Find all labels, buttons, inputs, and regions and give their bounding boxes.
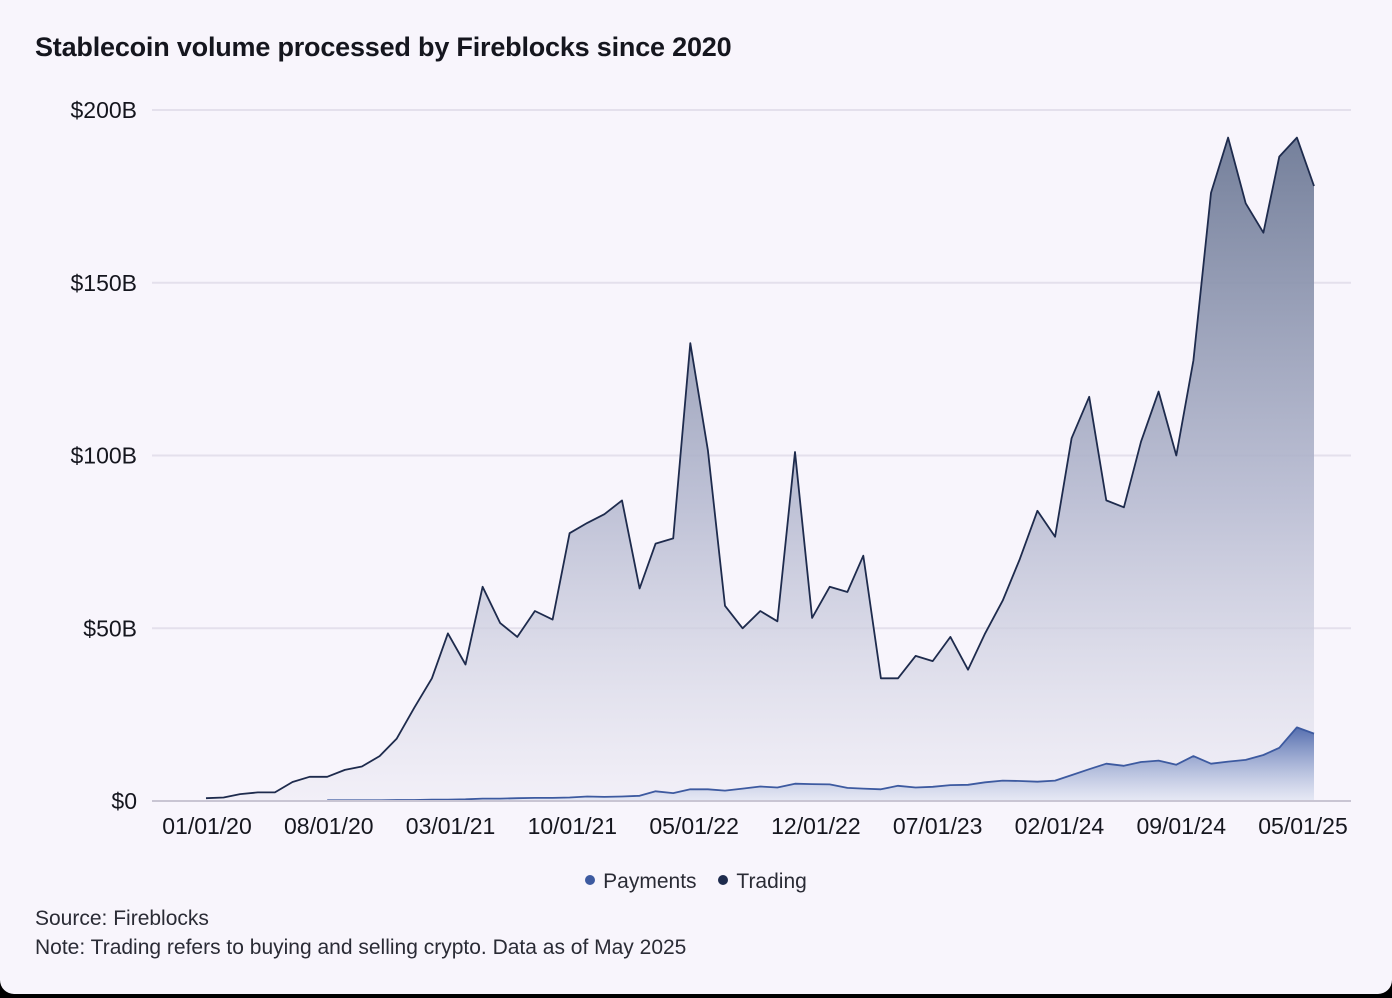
legend-item-payments[interactable]: Payments xyxy=(585,870,697,894)
x-tick-label: 01/01/20 xyxy=(162,813,252,839)
trading-area xyxy=(206,137,1314,802)
chart-title: Stablecoin volume processed by Fireblock… xyxy=(35,32,732,62)
x-tick-label: 03/01/21 xyxy=(406,813,496,839)
legend-label-trading: Trading xyxy=(736,870,807,893)
y-tick-label: $0 xyxy=(111,788,137,814)
legend-label-payments: Payments xyxy=(603,870,697,893)
series-areas xyxy=(205,136,1315,802)
footnote: Note: Trading refers to buying and selli… xyxy=(35,936,687,959)
x-tick-label: 08/01/20 xyxy=(284,813,374,839)
legend-item-trading[interactable]: Trading xyxy=(718,870,807,894)
trading-dot-icon xyxy=(718,875,729,886)
y-tick-label: $50B xyxy=(83,615,137,641)
x-tick-label: 02/01/24 xyxy=(1015,813,1105,839)
y-tick-label: $200B xyxy=(70,97,137,123)
legend: Payments Trading xyxy=(0,870,1392,894)
y-tick-label: $100B xyxy=(70,443,137,469)
x-tick-label: 05/01/22 xyxy=(649,813,739,839)
x-tick-label: 12/01/22 xyxy=(771,813,861,839)
x-tick-label: 05/01/25 xyxy=(1258,813,1348,839)
x-tick-label: 10/01/21 xyxy=(528,813,618,839)
payments-area xyxy=(327,727,1314,801)
payments-dot-icon xyxy=(585,875,596,886)
y-tick-label: $150B xyxy=(70,270,137,296)
x-tick-label: 09/01/24 xyxy=(1136,813,1226,839)
payments-line[interactable] xyxy=(327,726,1315,802)
source-note: Source: Fireblocks xyxy=(35,907,209,930)
x-tick-label: 07/01/23 xyxy=(893,813,983,839)
axes: $0 $50B $100B $150B $200B 01/01/20 08/01/20 03/… xyxy=(70,97,1351,839)
